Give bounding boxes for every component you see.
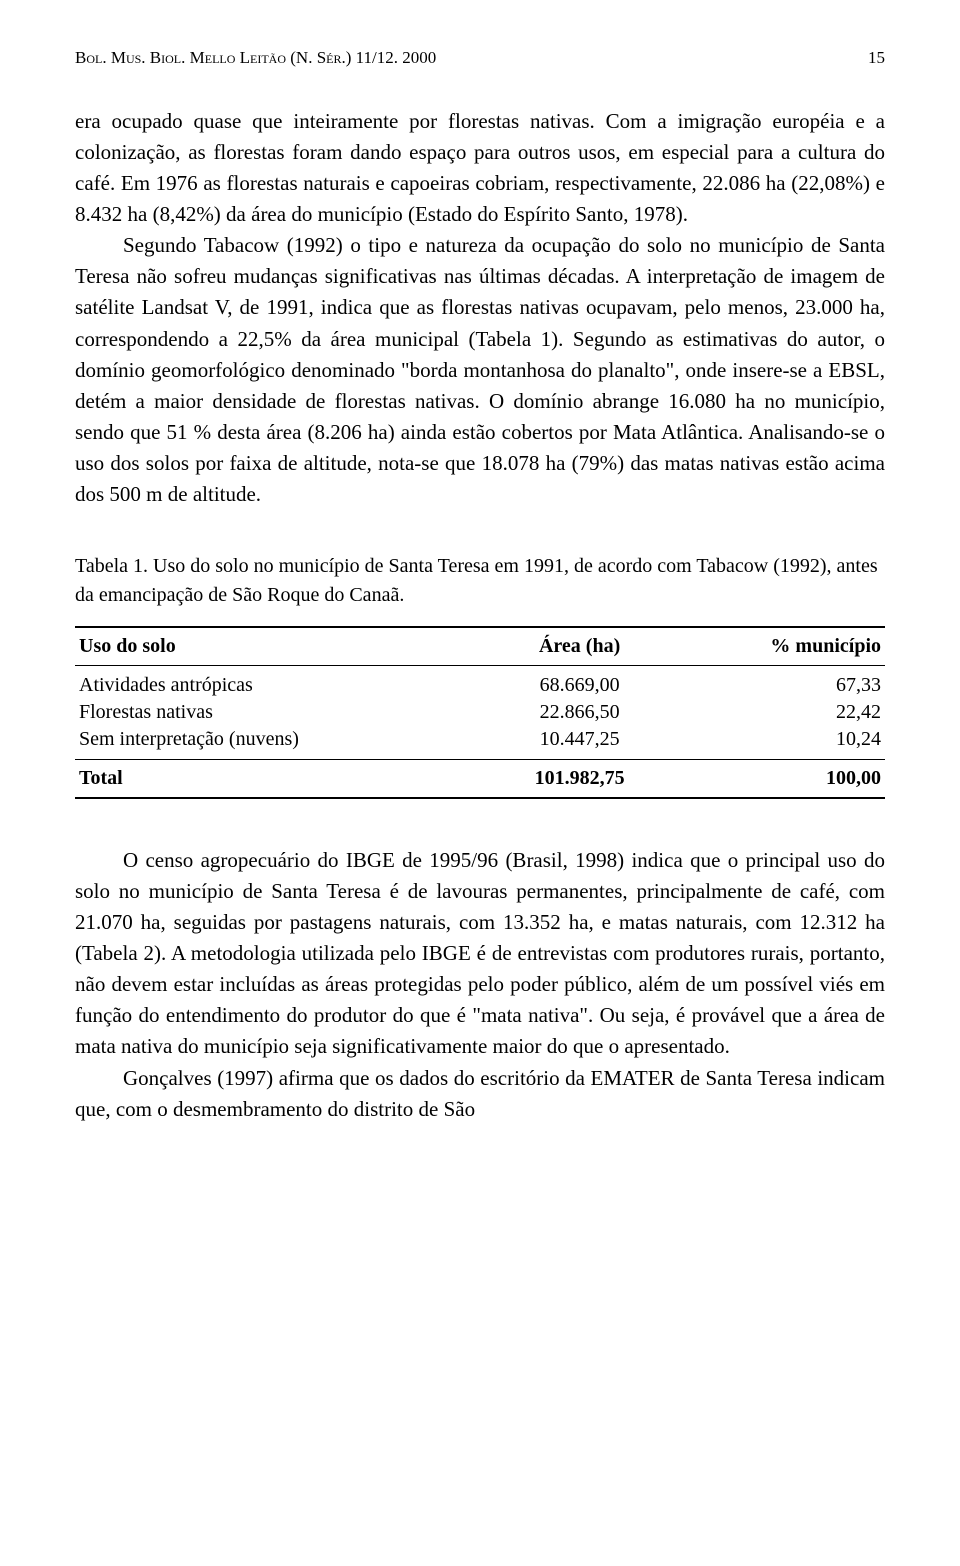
col-header-pct: % município [669,627,885,666]
col-header-uso: Uso do solo [75,627,490,666]
cell-total-pct: 100,00 [669,760,885,799]
cell-total-label: Total [75,760,490,799]
cell-area: 10.447,25 [490,726,669,760]
body-text-block-1: era ocupado quase que inteiramente por f… [75,106,885,510]
paragraph-2: Segundo Tabacow (1992) o tipo e natureza… [75,230,885,510]
cell-area: 68.669,00 [490,666,669,700]
cell-label: Florestas nativas [75,699,490,726]
table-footer-row: Total 101.982,75 100,00 [75,760,885,799]
table-caption: Tabela 1. Uso do solo no município de Sa… [75,552,885,610]
journal-title: Bol. Mus. Biol. Mello Leitão (N. Sér.) 1… [75,48,436,68]
table-row: Florestas nativas 22.866,50 22,42 [75,699,885,726]
cell-total-area: 101.982,75 [490,760,669,799]
table-row: Atividades antrópicas 68.669,00 67,33 [75,666,885,700]
table-header-row: Uso do solo Área (ha) % município [75,627,885,666]
cell-label: Sem interpretação (nuvens) [75,726,490,760]
paragraph-4: Gonçalves (1997) afirma que os dados do … [75,1063,885,1125]
body-text-block-2: O censo agropecuário do IBGE de 1995/96 … [75,845,885,1125]
paragraph-1: era ocupado quase que inteiramente por f… [75,106,885,230]
table-row: Sem interpretação (nuvens) 10.447,25 10,… [75,726,885,760]
running-header: Bol. Mus. Biol. Mello Leitão (N. Sér.) 1… [75,48,885,68]
page-number: 15 [868,48,885,68]
cell-pct: 10,24 [669,726,885,760]
cell-pct: 22,42 [669,699,885,726]
cell-area: 22.866,50 [490,699,669,726]
table-1: Uso do solo Área (ha) % município Ativid… [75,626,885,799]
cell-label: Atividades antrópicas [75,666,490,700]
paragraph-3: O censo agropecuário do IBGE de 1995/96 … [75,845,885,1063]
cell-pct: 67,33 [669,666,885,700]
col-header-area: Área (ha) [490,627,669,666]
